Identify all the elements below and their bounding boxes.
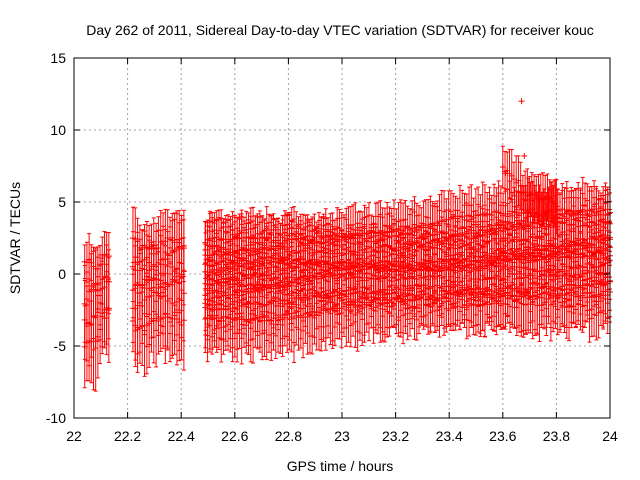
chart-title: Day 262 of 2011, Sidereal Day-to-day VTE… — [86, 22, 594, 38]
data-point — [166, 263, 173, 335]
data-point — [103, 263, 110, 356]
data-point — [146, 248, 153, 346]
data-point — [148, 253, 155, 339]
data-point — [99, 278, 106, 355]
data-point — [162, 245, 169, 347]
data-point — [90, 286, 97, 391]
data-points — [81, 98, 613, 392]
data-point — [97, 294, 104, 365]
data-point — [171, 269, 178, 341]
data-point — [180, 245, 187, 342]
data-point — [141, 264, 148, 336]
data-point — [153, 253, 160, 331]
data-point — [105, 257, 112, 363]
data-point — [134, 256, 141, 355]
